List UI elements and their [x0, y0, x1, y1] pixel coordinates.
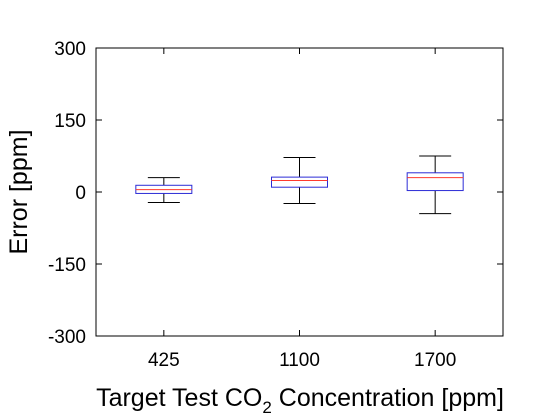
x-axis-title-part-2: Concentration [ppm]	[272, 384, 504, 412]
y-tick-label: 300	[54, 39, 86, 60]
x-axis-title: Target Test CO2 Concentration [ppm]	[96, 384, 504, 417]
y-tick-label: -300	[48, 327, 86, 348]
x-axis-title-subscript: 2	[262, 398, 271, 417]
box-1700	[406, 155, 464, 215]
box-series	[135, 155, 464, 215]
x-axis-title-part-1: Target Test CO	[96, 384, 262, 412]
box-425	[135, 177, 193, 204]
y-tick-label: -150	[48, 255, 86, 276]
x-axis: 425 1100 1700	[148, 48, 456, 371]
box-1100	[271, 156, 328, 205]
y-tick-label: 0	[75, 183, 86, 204]
box-iqr	[271, 176, 328, 188]
x-tick-label: 425	[148, 350, 180, 371]
y-axis-title: Error [ppm]	[5, 129, 33, 254]
box-iqr	[406, 172, 464, 192]
y-axis: -300 -150 0 150 300	[48, 39, 503, 348]
y-tick-label: 150	[54, 111, 86, 132]
x-tick-label: 1100	[279, 350, 320, 371]
x-tick-label: 1700	[414, 350, 456, 371]
